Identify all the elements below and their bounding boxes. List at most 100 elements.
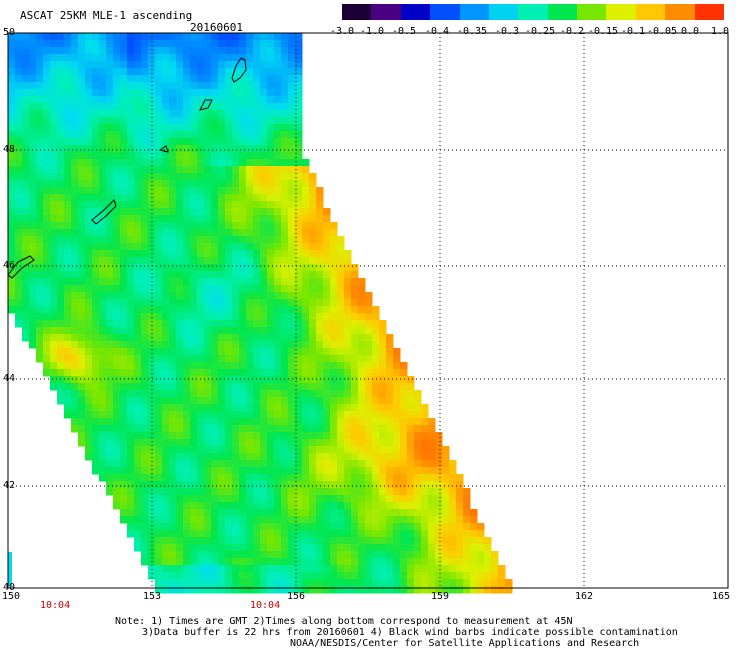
swath-cell xyxy=(260,61,268,69)
swath-cell xyxy=(176,166,184,174)
swath-cell xyxy=(239,271,247,279)
swath-cell xyxy=(8,110,16,118)
swath-cell xyxy=(260,75,268,83)
swath-cell xyxy=(379,453,387,461)
swath-cell xyxy=(344,397,352,405)
swath-cell xyxy=(239,558,247,566)
swath-cell xyxy=(64,299,72,307)
swath-cell xyxy=(274,194,282,202)
swath-cell xyxy=(183,495,191,503)
swath-cell xyxy=(120,425,128,433)
swath-cell xyxy=(470,509,478,517)
swath-cell xyxy=(442,467,450,475)
swath-cell xyxy=(197,96,205,104)
swath-cell xyxy=(141,166,149,174)
swath-cell xyxy=(344,572,352,580)
swath-cell xyxy=(323,299,331,307)
swath-cell xyxy=(449,530,457,538)
swath-cell xyxy=(176,369,184,377)
swath-cell xyxy=(15,222,23,230)
swath-cell xyxy=(29,278,37,286)
swath-cell xyxy=(50,47,58,55)
swath-cell xyxy=(344,369,352,377)
swath-cell xyxy=(176,68,184,76)
swath-cell xyxy=(8,173,16,181)
swath-cell xyxy=(372,565,380,573)
swath-cell xyxy=(302,208,310,216)
swath-cell xyxy=(302,369,310,377)
swath-cell xyxy=(372,544,380,552)
swath-cell xyxy=(288,222,296,230)
swath-cell xyxy=(316,208,324,216)
swath-cell xyxy=(498,579,506,587)
swath-cell xyxy=(22,89,30,97)
swath-cell xyxy=(267,208,275,216)
swath-cell xyxy=(274,271,282,279)
swath-cell xyxy=(323,425,331,433)
swath-cell xyxy=(78,306,86,314)
swath-cell xyxy=(99,313,107,321)
swath-cell xyxy=(393,348,401,356)
swath-cell xyxy=(190,481,198,489)
swath-cell xyxy=(43,61,51,69)
swath-cell xyxy=(162,509,170,517)
swath-cell xyxy=(176,425,184,433)
swath-cell xyxy=(15,82,23,90)
swath-cell xyxy=(274,117,282,125)
swath-cell xyxy=(43,362,51,370)
swath-cell xyxy=(253,131,261,139)
swath-cell xyxy=(372,397,380,405)
swath-cell xyxy=(239,292,247,300)
swath-cell xyxy=(484,579,492,587)
swath-cell xyxy=(176,138,184,146)
swath-cell xyxy=(295,369,303,377)
swath-cell xyxy=(85,68,93,76)
swath-cell xyxy=(351,390,359,398)
swath-cell xyxy=(120,397,128,405)
swath-cell xyxy=(190,222,198,230)
swath-cell xyxy=(316,404,324,412)
swath-cell xyxy=(232,96,240,104)
swath-cell xyxy=(309,586,317,594)
swath-cell xyxy=(372,341,380,349)
swath-cell xyxy=(239,390,247,398)
swath-cell xyxy=(64,313,72,321)
swath-cell xyxy=(295,579,303,587)
swath-cell xyxy=(337,397,345,405)
swath-cell xyxy=(141,40,149,48)
swath-cell xyxy=(309,362,317,370)
swath-cell xyxy=(64,208,72,216)
swath-cell xyxy=(211,131,219,139)
swath-cell xyxy=(260,145,268,153)
swath-cell xyxy=(50,96,58,104)
swath-cell xyxy=(274,565,282,573)
swath-cell xyxy=(246,551,254,559)
swath-cell xyxy=(78,376,86,384)
swath-cell xyxy=(71,145,79,153)
swath-cell xyxy=(386,467,394,475)
swath-cell xyxy=(71,229,79,237)
swath-cell xyxy=(57,306,65,314)
swath-cell xyxy=(113,215,121,223)
swath-cell xyxy=(239,495,247,503)
swath-cell xyxy=(232,586,240,594)
swath-cell xyxy=(274,61,282,69)
swath-cell xyxy=(183,264,191,272)
swath-cell xyxy=(239,362,247,370)
swath-cell xyxy=(386,509,394,517)
swath-cell xyxy=(64,54,72,62)
swath-cell xyxy=(281,306,289,314)
swath-cell xyxy=(155,222,163,230)
swath-cell xyxy=(78,138,86,146)
swath-cell xyxy=(85,173,93,181)
swath-cell xyxy=(351,334,359,342)
swath-cell xyxy=(57,82,65,90)
swath-cell xyxy=(274,516,282,524)
swath-cell xyxy=(239,201,247,209)
swath-cell xyxy=(372,404,380,412)
swath-cell xyxy=(246,467,254,475)
swath-cell xyxy=(323,481,331,489)
swath-cell xyxy=(169,474,177,482)
swath-cell xyxy=(225,103,233,111)
swath-cell xyxy=(43,47,51,55)
